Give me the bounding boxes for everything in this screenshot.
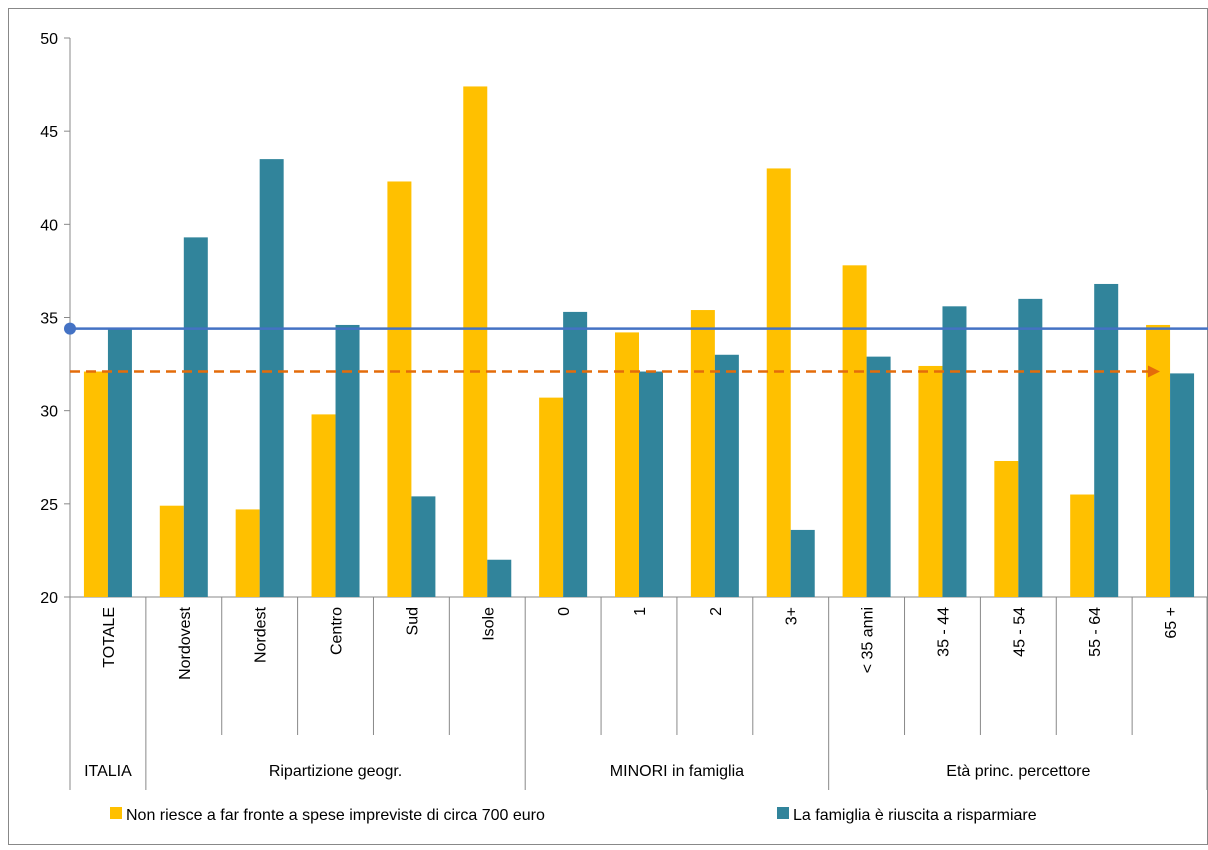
bar bbox=[107, 328, 132, 597]
bar bbox=[83, 371, 108, 597]
y-tick-label: 30 bbox=[40, 404, 58, 421]
group-label: MINORI in famiglia bbox=[610, 763, 744, 780]
bar bbox=[639, 371, 663, 597]
bar bbox=[183, 237, 208, 598]
bar bbox=[1070, 494, 1095, 597]
x-tick-label: 55 - 64 bbox=[1087, 607, 1104, 657]
bar bbox=[1146, 324, 1171, 597]
bar bbox=[1170, 373, 1195, 597]
bar bbox=[411, 496, 436, 597]
bar bbox=[714, 354, 739, 597]
bar bbox=[563, 311, 588, 597]
x-tick-label: TOTALE bbox=[101, 607, 118, 668]
legend-swatch bbox=[777, 807, 789, 819]
legend-label: La famiglia è riuscita a risparmiare bbox=[793, 807, 1037, 824]
bar bbox=[335, 324, 360, 597]
x-tick-label: < 35 anni bbox=[860, 607, 877, 673]
group-label: Ripartizione geogr. bbox=[269, 763, 402, 780]
reference-arrow bbox=[1148, 365, 1160, 378]
group-label: Età princ. percettore bbox=[946, 763, 1090, 780]
y-tick-label: 45 bbox=[40, 124, 58, 141]
x-tick-label: Centro bbox=[329, 607, 346, 655]
x-tick-label: 35 - 44 bbox=[935, 607, 952, 657]
y-tick-label: 20 bbox=[40, 590, 58, 607]
bar bbox=[842, 265, 867, 597]
y-tick-label: 50 bbox=[40, 31, 58, 48]
bar bbox=[918, 365, 943, 597]
bar bbox=[387, 181, 412, 597]
bar bbox=[311, 414, 336, 597]
group-label: ITALIA bbox=[84, 763, 132, 780]
x-tick-label: 0 bbox=[556, 607, 573, 616]
reference-dot bbox=[64, 322, 76, 335]
bar bbox=[690, 310, 715, 597]
x-tick-label: 65 + bbox=[1163, 607, 1180, 639]
x-tick-label: Nordovest bbox=[177, 606, 194, 679]
bar bbox=[487, 559, 512, 597]
legend-swatch bbox=[110, 807, 122, 819]
y-tick-label: 35 bbox=[40, 311, 58, 328]
bar bbox=[463, 86, 488, 598]
x-tick-label: Sud bbox=[404, 607, 421, 635]
bar bbox=[994, 460, 1019, 597]
x-tick-label: Nordest bbox=[253, 606, 270, 663]
x-tick-label: 3+ bbox=[784, 607, 801, 625]
x-tick-label: 45 - 54 bbox=[1011, 607, 1028, 657]
bar bbox=[766, 168, 791, 597]
x-tick-label: 1 bbox=[632, 607, 649, 616]
bar bbox=[1018, 298, 1043, 597]
bar bbox=[942, 306, 967, 597]
bar bbox=[539, 397, 564, 597]
bar bbox=[235, 509, 260, 597]
bar bbox=[615, 332, 639, 597]
legend-label: Non riesce a far fronte a spese imprevis… bbox=[126, 807, 545, 824]
bar bbox=[790, 529, 815, 597]
x-tick-label: 2 bbox=[708, 607, 725, 616]
bar bbox=[866, 356, 891, 597]
y-tick-label: 40 bbox=[40, 217, 58, 234]
bar bbox=[159, 505, 184, 597]
bar bbox=[259, 159, 284, 597]
bar bbox=[1094, 283, 1119, 597]
y-tick-label: 25 bbox=[40, 497, 58, 514]
x-tick-label: Isole bbox=[480, 607, 497, 641]
